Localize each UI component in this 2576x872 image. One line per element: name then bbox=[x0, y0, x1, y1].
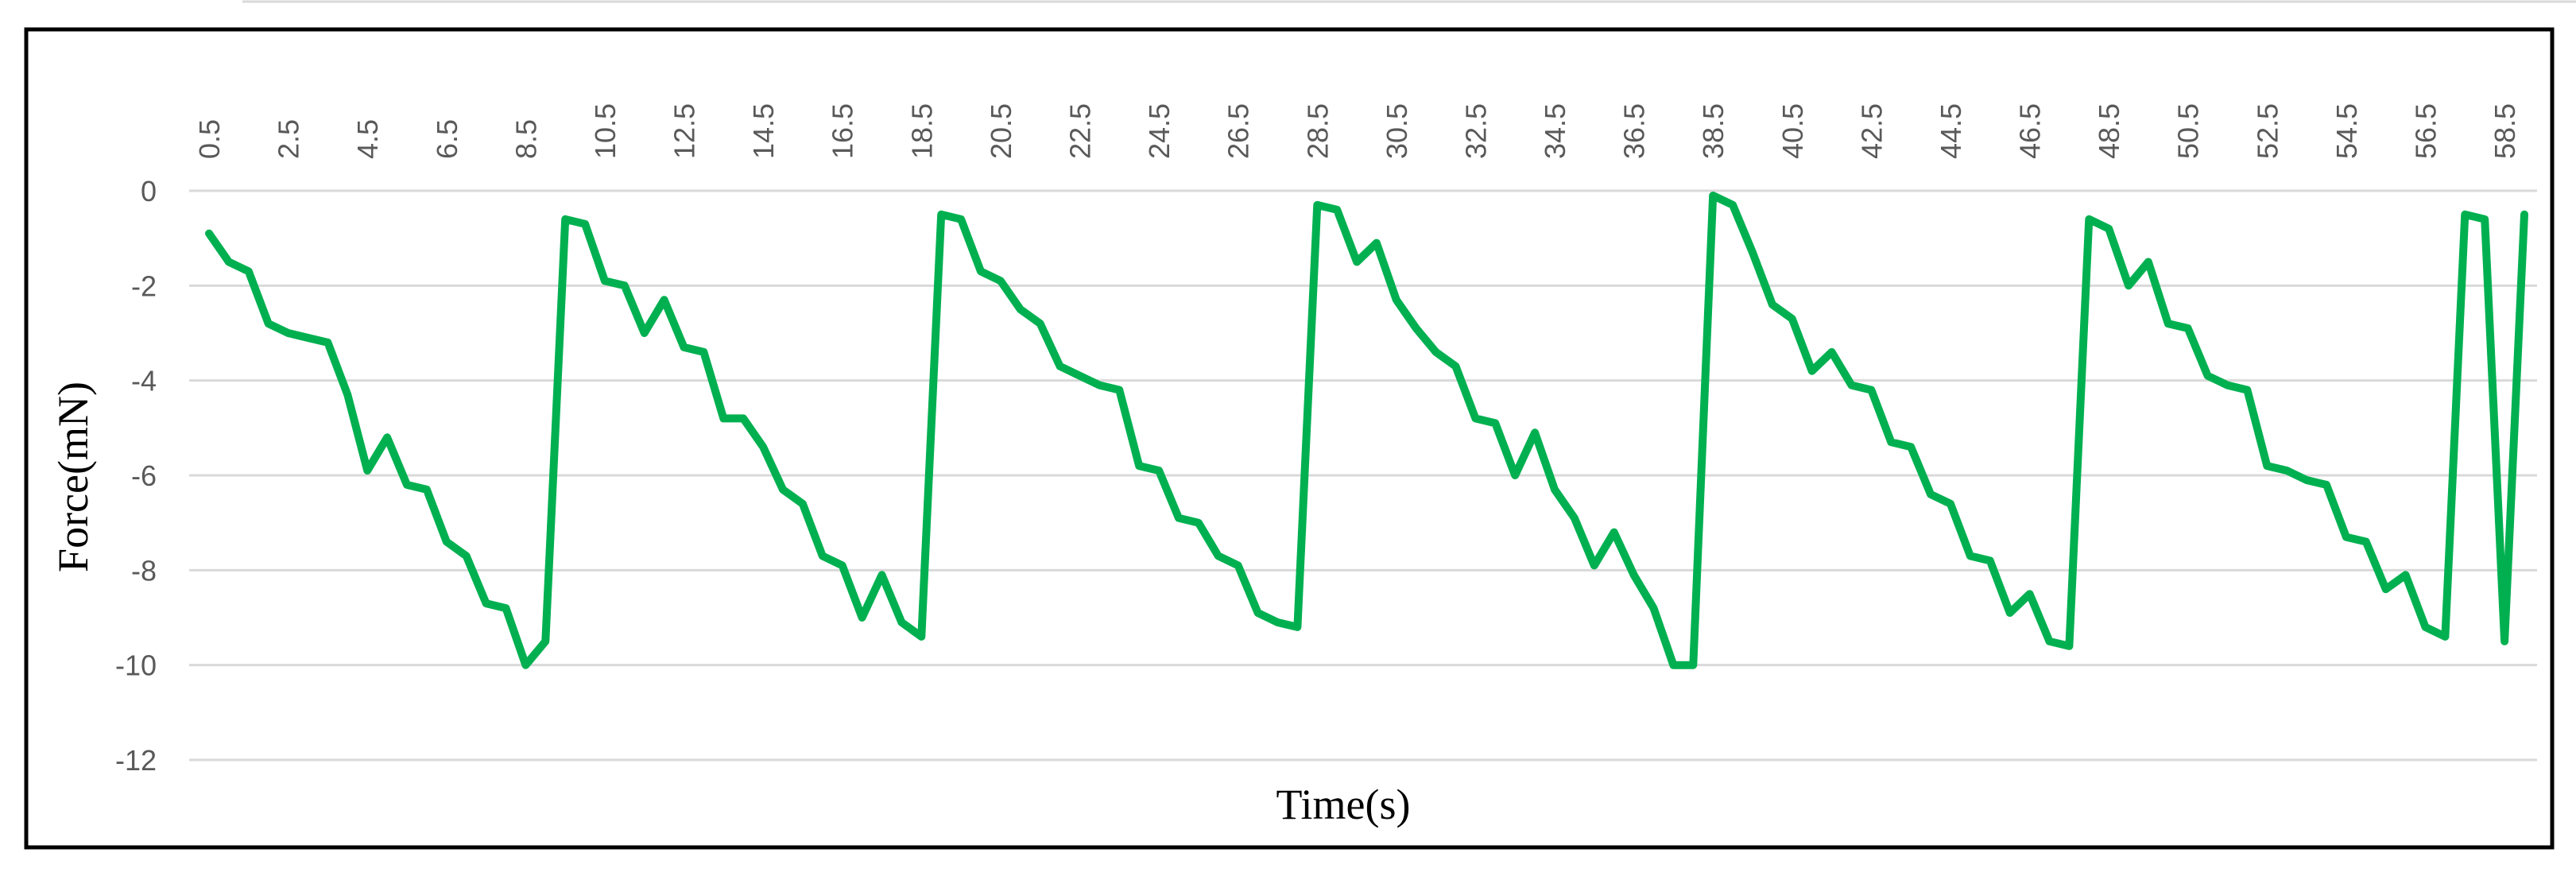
y-tick-label: -8 bbox=[131, 554, 157, 587]
x-tick-label: 4.5 bbox=[351, 119, 384, 159]
x-tick-label: 46.5 bbox=[2014, 103, 2047, 159]
y-tick-label: -2 bbox=[131, 269, 157, 302]
x-tick-label: 54.5 bbox=[2330, 103, 2363, 159]
x-tick-label: 34.5 bbox=[1539, 103, 1571, 159]
y-tick-label: -12 bbox=[115, 744, 157, 777]
y-tick-label: -10 bbox=[115, 649, 157, 682]
x-tick-label: 42.5 bbox=[1855, 103, 1888, 159]
x-tick-label: 28.5 bbox=[1301, 103, 1334, 159]
x-tick-label: 44.5 bbox=[1935, 103, 1967, 159]
x-tick-label: 2.5 bbox=[273, 119, 305, 159]
x-tick-label: 14.5 bbox=[747, 103, 780, 159]
x-tick-label: 52.5 bbox=[2251, 103, 2284, 159]
x-tick-label: 26.5 bbox=[1222, 103, 1255, 159]
x-tick-label: 56.5 bbox=[2410, 103, 2442, 159]
x-tick-label: 16.5 bbox=[827, 103, 859, 159]
x-tick-label: 18.5 bbox=[905, 103, 938, 159]
y-axis-title: Force(mN) bbox=[49, 382, 97, 572]
x-tick-label: 10.5 bbox=[589, 103, 622, 159]
x-tick-label: 40.5 bbox=[1776, 103, 1809, 159]
x-tick-label: 30.5 bbox=[1381, 103, 1413, 159]
frame bbox=[24, 27, 2555, 850]
x-tick-label: 36.5 bbox=[1618, 103, 1651, 159]
x-tick-label: 0.5 bbox=[193, 119, 226, 159]
x-tick-label: 20.5 bbox=[985, 103, 1017, 159]
x-tick-label: 48.5 bbox=[2093, 103, 2125, 159]
y-tick-label: -6 bbox=[131, 459, 157, 492]
x-tick-label: 38.5 bbox=[1697, 103, 1730, 159]
x-tick-label: 8.5 bbox=[509, 119, 542, 159]
x-axis-title: Time(s) bbox=[1276, 781, 1410, 828]
y-tick-label: -4 bbox=[131, 365, 157, 397]
x-tick-label: 58.5 bbox=[2489, 103, 2521, 159]
x-tick-label: 6.5 bbox=[431, 119, 463, 159]
data-line bbox=[205, 192, 2528, 669]
x-tick-label: 50.5 bbox=[2172, 103, 2205, 159]
x-tick-label: 12.5 bbox=[668, 103, 701, 159]
y-tick-label: 0 bbox=[141, 175, 157, 207]
x-tick-label: 24.5 bbox=[1143, 103, 1176, 159]
x-tick-label: 22.5 bbox=[1063, 103, 1096, 159]
x-tick-label: 32.5 bbox=[1459, 103, 1492, 159]
